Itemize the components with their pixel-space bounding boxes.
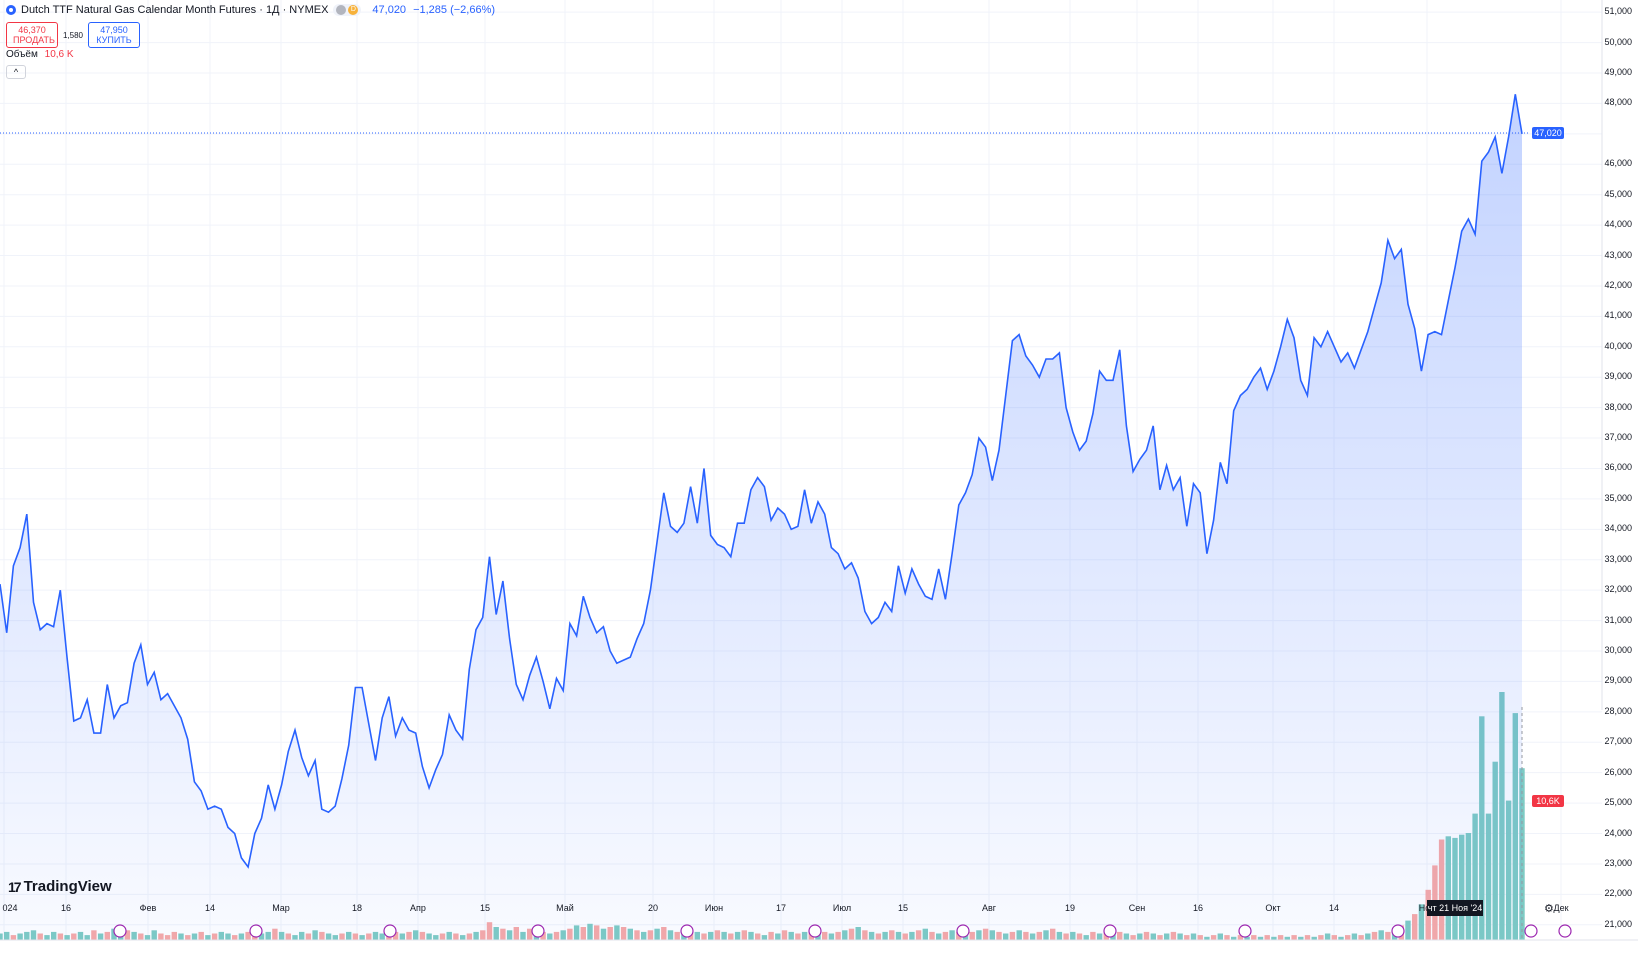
delayed-data-icon: D bbox=[348, 5, 359, 15]
price-line bbox=[0, 94, 1523, 869]
dividend-marker-icon bbox=[680, 924, 694, 938]
price-area-fill bbox=[0, 94, 1522, 941]
dividend-marker-icon bbox=[249, 924, 263, 938]
volume-value-tag: 10,6K bbox=[1532, 795, 1564, 807]
last-price: 47,020 bbox=[372, 4, 407, 16]
time-axis-label: 15 bbox=[479, 903, 491, 913]
dividend-marker-icon bbox=[1524, 924, 1538, 938]
price-axis-label: 36,000 bbox=[1604, 462, 1632, 473]
time-axis-label: 14 bbox=[204, 903, 216, 913]
dividend-marker-icon bbox=[1391, 924, 1405, 938]
time-axis-label: Июл bbox=[832, 903, 852, 913]
settings-gear-icon[interactable]: ⚙ bbox=[1544, 903, 1554, 915]
time-axis-label: Фев bbox=[139, 903, 157, 913]
symbol-logo-icon bbox=[6, 5, 16, 15]
buy-price: 47,950 bbox=[100, 25, 128, 35]
price-axis-label: 35,000 bbox=[1604, 492, 1632, 503]
sell-button[interactable]: 46,370 ПРОДАТЬ bbox=[6, 22, 58, 48]
price-axis-label: 41,000 bbox=[1604, 310, 1632, 321]
time-axis-label: 19 bbox=[1064, 903, 1076, 913]
trade-buttons: 46,370 ПРОДАТЬ 1,580 47,950 КУПИТЬ bbox=[6, 22, 140, 48]
symbol-title[interactable]: Dutch TTF Natural Gas Calendar Month Fut… bbox=[21, 4, 329, 16]
price-axis-label: 24,000 bbox=[1604, 827, 1632, 838]
dividend-marker-icon bbox=[1103, 924, 1117, 938]
time-axis-label: Мар bbox=[272, 903, 290, 913]
dividend-marker-icon bbox=[808, 924, 822, 938]
buy-button[interactable]: 47,950 КУПИТЬ bbox=[88, 22, 140, 48]
logo-text: TradingView bbox=[23, 878, 112, 895]
price-axis-label: 33,000 bbox=[1604, 553, 1632, 564]
status-pill[interactable]: D bbox=[333, 4, 362, 16]
time-axis-label: Дек bbox=[1553, 903, 1569, 913]
tradingview-mark-icon: 17 bbox=[8, 878, 22, 895]
time-axis-label: Май bbox=[556, 903, 574, 913]
price-axis-label: 44,000 bbox=[1604, 219, 1632, 230]
price-axis-label: 32,000 bbox=[1604, 584, 1632, 595]
price-axis-label: 30,000 bbox=[1604, 645, 1632, 655]
time-axis-label: Июн bbox=[704, 903, 724, 913]
volume-value: 10,6 K bbox=[44, 49, 74, 60]
price-axis-label: 34,000 bbox=[1604, 523, 1632, 534]
price-axis-label: 39,000 bbox=[1604, 371, 1632, 382]
price-axis-label: 27,000 bbox=[1604, 736, 1632, 747]
dividend-marker-icon bbox=[1558, 924, 1572, 938]
time-axis-label: 16 bbox=[1192, 903, 1204, 913]
time-axis-label: 15 bbox=[897, 903, 909, 913]
price-axis-label: 48,000 bbox=[1604, 97, 1632, 108]
price-axis-label: 28,000 bbox=[1604, 705, 1632, 716]
price-axis-label: 42,000 bbox=[1604, 279, 1632, 290]
time-axis-label: 024 bbox=[2, 903, 18, 913]
time-axis-label: 14 bbox=[1328, 903, 1340, 913]
time-axis-label: Апр bbox=[410, 903, 426, 913]
time-axis-label: 20 bbox=[647, 903, 659, 913]
time-axis-label: 16 bbox=[60, 903, 72, 913]
price-axis-label: 50,000 bbox=[1604, 36, 1632, 47]
collapse-legend-button[interactable]: ^ bbox=[6, 65, 26, 79]
price-axis-label: 26,000 bbox=[1604, 766, 1632, 777]
event-markers bbox=[113, 924, 1572, 938]
dividend-marker-icon bbox=[1238, 924, 1252, 938]
price-axis-label: 45,000 bbox=[1604, 188, 1632, 199]
volume-legend: Объём 10,6 K bbox=[6, 49, 74, 60]
current-price-tag: 47,020 bbox=[1532, 127, 1564, 139]
dividend-marker-icon bbox=[956, 924, 970, 938]
price-change: −1,285 (−2,66%) bbox=[413, 4, 496, 16]
price-axis-label: 40,000 bbox=[1604, 340, 1632, 351]
price-axis-label: 49,000 bbox=[1604, 67, 1632, 77]
tradingview-logo[interactable]: 17 TradingView bbox=[8, 878, 112, 895]
price-axis-label: 23,000 bbox=[1604, 857, 1632, 868]
volume-label[interactable]: Объём bbox=[6, 49, 38, 60]
price-axis-label: 22,000 bbox=[1604, 888, 1632, 899]
time-axis-label: 18 bbox=[351, 903, 363, 913]
spread-value: 1,580 bbox=[62, 30, 84, 40]
price-axis-label: 25,000 bbox=[1604, 797, 1632, 808]
market-status-icon bbox=[336, 5, 347, 15]
time-axis-label: Сен bbox=[1128, 903, 1146, 913]
price-axis-label: 21,000 bbox=[1604, 918, 1632, 929]
sell-price: 46,370 bbox=[18, 25, 46, 35]
buy-label: КУПИТЬ bbox=[96, 35, 132, 45]
symbol-legend: Dutch TTF Natural Gas Calendar Month Fut… bbox=[6, 4, 495, 16]
price-axis-label: 38,000 bbox=[1604, 401, 1632, 412]
price-axis-label: 43,000 bbox=[1604, 249, 1632, 260]
time-axis-label: Авг bbox=[981, 903, 997, 913]
dividend-marker-icon bbox=[383, 924, 397, 938]
crosshair-date-label: чт 21 Ноя '24 bbox=[1427, 900, 1483, 916]
chevron-up-icon: ^ bbox=[13, 67, 19, 77]
time-axis-label: 17 bbox=[775, 903, 787, 913]
price-axis-label: 37,000 bbox=[1604, 432, 1632, 443]
price-axis-label: 31,000 bbox=[1604, 614, 1632, 625]
price-axis-label: 46,000 bbox=[1604, 158, 1632, 169]
price-axis-label: 51,000 bbox=[1604, 6, 1632, 17]
sell-label: ПРОДАТЬ bbox=[13, 35, 55, 45]
time-axis-label: Окт bbox=[1265, 903, 1281, 913]
dividend-marker-icon bbox=[113, 924, 127, 938]
price-axis-label: 29,000 bbox=[1604, 675, 1632, 686]
dividend-marker-icon bbox=[531, 924, 545, 938]
